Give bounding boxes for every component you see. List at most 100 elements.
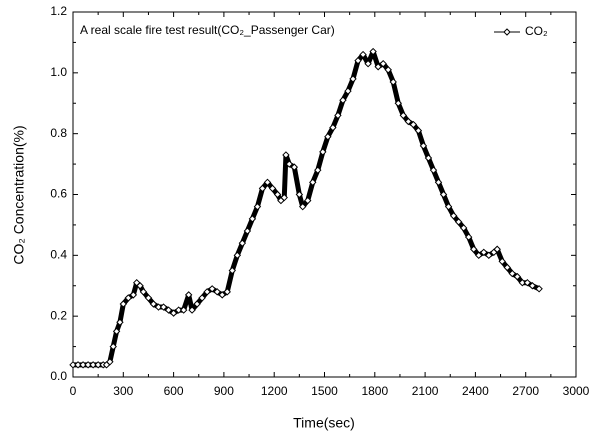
data-marker xyxy=(304,196,312,205)
x-tick-label: 2100 xyxy=(412,384,439,398)
data-marker xyxy=(444,202,453,211)
x-tick-label: 1800 xyxy=(361,384,388,398)
data-marker xyxy=(179,306,188,314)
data-marker xyxy=(253,202,262,211)
data-marker xyxy=(84,361,92,369)
x-tick-label: 2700 xyxy=(512,384,539,398)
data-marker xyxy=(116,318,124,326)
y-tick-label: 1.0 xyxy=(50,65,67,79)
data-marker xyxy=(399,111,408,120)
data-marker xyxy=(74,361,82,369)
data-marker xyxy=(273,190,282,199)
data-marker xyxy=(414,126,423,135)
data-marker xyxy=(480,248,488,256)
data-marker xyxy=(136,282,144,290)
data-marker xyxy=(79,361,87,369)
data-marker xyxy=(314,166,322,174)
data-marker xyxy=(258,184,267,193)
data-marker xyxy=(248,215,257,223)
data-line xyxy=(73,49,541,368)
data-marker xyxy=(518,279,527,287)
data-marker xyxy=(389,78,397,86)
plot-frame xyxy=(72,11,577,378)
x-axis-label: Time(sec) xyxy=(293,415,355,431)
data-marker xyxy=(369,47,377,56)
data-marker xyxy=(354,56,362,65)
data-marker xyxy=(404,117,413,126)
data-marker xyxy=(154,303,163,311)
data-marker xyxy=(203,288,211,296)
data-marker xyxy=(280,193,288,202)
data-marker xyxy=(464,233,473,241)
data-marker xyxy=(379,60,387,68)
data-marker xyxy=(298,202,307,211)
data-marker xyxy=(503,263,511,272)
data-marker xyxy=(329,123,337,132)
data-marker xyxy=(268,184,277,193)
data-marker xyxy=(359,50,367,59)
data-marker xyxy=(535,285,543,293)
data-marker xyxy=(198,294,206,302)
y-tick-label: 0.2 xyxy=(50,308,67,322)
data-marker xyxy=(493,245,501,253)
data-marker xyxy=(208,285,216,293)
y-tick-label: 0.8 xyxy=(50,126,67,140)
data-marker xyxy=(213,288,221,296)
y-tick-label: 0.0 xyxy=(50,369,67,383)
data-marker xyxy=(528,282,537,290)
data-marker xyxy=(69,361,77,369)
x-tick-label: 0 xyxy=(70,384,77,398)
x-tick-label: 1500 xyxy=(311,384,338,398)
y-tick-label: 0.6 xyxy=(50,187,67,201)
data-marker xyxy=(513,272,522,281)
data-marker xyxy=(449,212,458,220)
x-tick-label: 300 xyxy=(113,384,133,398)
data-marker xyxy=(164,306,173,314)
data-marker xyxy=(409,120,418,129)
data-marker xyxy=(334,111,342,120)
data-marker xyxy=(139,288,148,296)
data-marker xyxy=(149,300,158,308)
data-marker xyxy=(184,291,193,299)
data-marker xyxy=(498,257,506,266)
data-marker xyxy=(89,361,97,369)
data-marker xyxy=(188,306,196,314)
x-tick-label: 600 xyxy=(164,384,184,398)
data-marker xyxy=(485,251,493,260)
data-marker xyxy=(508,269,516,278)
data-marker xyxy=(233,251,242,260)
data-marker xyxy=(238,239,247,247)
data-marker xyxy=(193,300,201,308)
data-marker xyxy=(374,63,382,71)
data-marker xyxy=(339,96,347,104)
data-marker xyxy=(429,166,438,174)
y-tick-label: 0.4 xyxy=(50,248,67,262)
data-marker xyxy=(174,306,183,314)
data-marker xyxy=(223,288,231,296)
data-marker xyxy=(144,294,153,302)
data-marker xyxy=(169,309,178,317)
data-marker xyxy=(159,303,168,311)
data-marker xyxy=(344,87,352,95)
data-marker xyxy=(424,154,433,162)
x-tick-label: 1200 xyxy=(261,384,288,398)
data-marker xyxy=(523,279,532,287)
data-marker xyxy=(394,99,402,107)
data-marker xyxy=(295,190,304,199)
x-tick-label: 900 xyxy=(214,384,234,398)
data-marker xyxy=(470,245,478,253)
data-marker xyxy=(309,178,317,187)
y-axis-label: CO₂ Concentration(%) xyxy=(11,125,27,264)
data-marker xyxy=(290,163,299,171)
data-marker xyxy=(364,60,372,68)
legend-marker xyxy=(503,28,511,36)
data-marker xyxy=(119,300,128,308)
chart-title: A real scale fire test result(CO₂_Passen… xyxy=(80,23,335,37)
data-marker xyxy=(112,327,121,336)
x-tick-label: 2400 xyxy=(462,384,489,398)
data-marker xyxy=(263,178,272,187)
data-marker xyxy=(106,358,114,366)
data-marker xyxy=(129,291,138,299)
data-marker xyxy=(419,142,428,150)
